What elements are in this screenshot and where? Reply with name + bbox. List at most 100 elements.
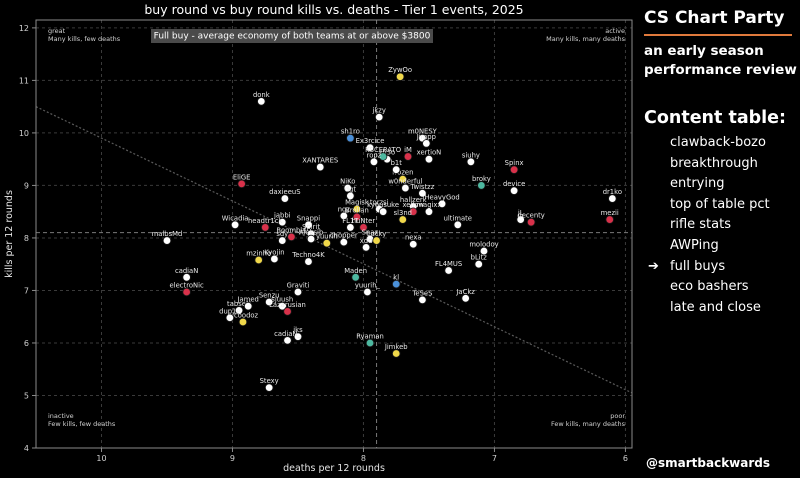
- x-tick-label: 10: [96, 454, 106, 463]
- quadrant-text: Many kills, many deaths: [546, 35, 625, 43]
- data-point-label: FL4MUS: [435, 260, 462, 268]
- data-point-label: yuurih_: [355, 282, 381, 290]
- data-point-marker: [365, 338, 375, 348]
- data-point-label: Brollan: [345, 206, 369, 214]
- data-point-marker: [437, 199, 447, 209]
- data-point-marker: [474, 259, 483, 269]
- y-tick-label: 6: [24, 339, 29, 348]
- data-point-marker: [306, 234, 316, 244]
- data-point-marker: [234, 306, 244, 315]
- data-point-marker: [304, 220, 313, 230]
- data-point-label: donk: [253, 91, 270, 99]
- data-point-marker: [346, 133, 355, 143]
- data-point-label: jks: [292, 326, 303, 334]
- data-point-label: Ex3rcice: [356, 137, 385, 145]
- x-tick-label: 6: [623, 454, 628, 463]
- data-point-label: sl3nd: [394, 209, 412, 217]
- data-point-marker: [280, 194, 290, 203]
- data-point-label: broky: [472, 175, 491, 183]
- data-point-marker: [278, 217, 287, 227]
- data-point-marker: [398, 174, 407, 184]
- chart-title: buy round vs buy round kills vs. deaths …: [144, 2, 523, 17]
- banner: Full buy - average economy of both teams…: [151, 29, 433, 43]
- data-point-marker: [244, 302, 253, 311]
- data-point-label: malbsMd: [152, 230, 183, 238]
- toc-item-full-buys[interactable]: ➔ full buys: [648, 259, 770, 280]
- toc-item-label: entrying: [670, 176, 725, 192]
- quadrant-title: inactive: [48, 412, 74, 420]
- toc-item-label: eco bashers: [670, 279, 749, 295]
- data-point-marker: [238, 317, 248, 327]
- toc-item-entrying[interactable]: entrying: [648, 176, 770, 197]
- data-point-marker: [257, 97, 266, 106]
- x-tick-label: 7: [492, 454, 497, 463]
- data-point-marker: [346, 191, 355, 201]
- y-axis-label: kills per 12 rounds: [4, 190, 15, 278]
- chart-container: buy round vs buy round kills vs. deaths …: [4, 2, 633, 474]
- data-point-label: Senzu: [259, 292, 280, 300]
- data-point-marker: [466, 157, 476, 166]
- toc-item-breakthrough[interactable]: breakthrough: [648, 156, 770, 177]
- trend-line: [35, 106, 633, 394]
- brand-underline: [644, 34, 792, 36]
- data-point-marker: [343, 183, 352, 193]
- data-point-label: b1t: [391, 159, 403, 167]
- data-point-label: XANTARES: [302, 157, 338, 165]
- y-tick-label: 12: [19, 24, 29, 33]
- data-point-marker: [516, 215, 525, 224]
- data-point-label: ropz: [367, 151, 382, 159]
- data-point-label: EliGE: [233, 173, 251, 181]
- data-point-label: sh3o: [379, 149, 395, 157]
- x-tick-label: 9: [230, 454, 235, 463]
- grid: [36, 20, 632, 449]
- data-point-marker: [509, 165, 519, 174]
- toc-item-top-of-table-pct[interactable]: top of table pct: [648, 197, 770, 218]
- data-point-label: frozen: [392, 169, 413, 177]
- data-point-label: Jimkeb: [384, 343, 408, 351]
- toc-item-clawback-bozo[interactable]: clawback-bozo: [648, 135, 770, 156]
- data-point-label: Snax: [362, 228, 379, 236]
- data-point-label: yuurih: [316, 233, 338, 241]
- data-point-label: Ryaman: [356, 332, 384, 340]
- data-point-marker: [401, 183, 410, 193]
- data-point-marker: [278, 302, 287, 311]
- data-point-marker: [363, 287, 372, 297]
- data-point-label: TeSeS: [411, 289, 432, 297]
- data-point-label: jkzy: [371, 107, 385, 115]
- data-point-label: Boombl4: [276, 226, 306, 234]
- data-point-label: dup1e: [219, 307, 240, 315]
- data-point-label: dgt: [345, 185, 357, 193]
- data-point-label: Kyojin: [264, 248, 284, 256]
- data-point-marker: [359, 223, 368, 232]
- data-point-label: sh1ro: [341, 128, 360, 136]
- data-point-marker: [264, 383, 274, 392]
- data-point-marker: [403, 152, 413, 161]
- reference-lines: [35, 20, 633, 448]
- quadrant-text: Many kills, few deaths: [48, 35, 121, 43]
- data-point-label: kl: [393, 274, 399, 282]
- data-point-label: nicoodoz: [228, 311, 259, 319]
- data-point-label: Wicadia: [222, 214, 249, 222]
- data-point-marker: [424, 154, 434, 164]
- toc-item-rifle-stats[interactable]: rifle stats: [648, 217, 770, 238]
- data-point-label: w0nderful: [388, 178, 422, 186]
- data-point-marker: [605, 215, 614, 224]
- data-point-label: FL1T: [342, 217, 359, 225]
- data-point-label: Snappi: [297, 214, 320, 222]
- data-point-label: Magisk: [345, 199, 369, 207]
- toc-item-label: top of table pct: [670, 196, 770, 212]
- y-tick-label: 4: [24, 444, 29, 453]
- data-point-marker: [409, 240, 418, 249]
- toc-item-label: AWPing: [670, 237, 719, 253]
- data-point-marker: [418, 295, 427, 305]
- toc-item-late-and-close[interactable]: late and close: [648, 300, 770, 321]
- data-point-marker: [270, 254, 279, 264]
- toc-item-awping[interactable]: AWPing: [648, 238, 770, 259]
- y-tick-label: 8: [24, 234, 29, 243]
- toc-item-label: clawback-bozo: [670, 135, 766, 150]
- toc-item-label: rifle stats: [670, 217, 731, 233]
- toc-item-eco-bashers[interactable]: eco bashers: [648, 279, 770, 300]
- toc-list: clawback-bozo breakthrough entrying top …: [648, 135, 770, 320]
- quadrant-text: Few kills, few deaths: [48, 420, 116, 428]
